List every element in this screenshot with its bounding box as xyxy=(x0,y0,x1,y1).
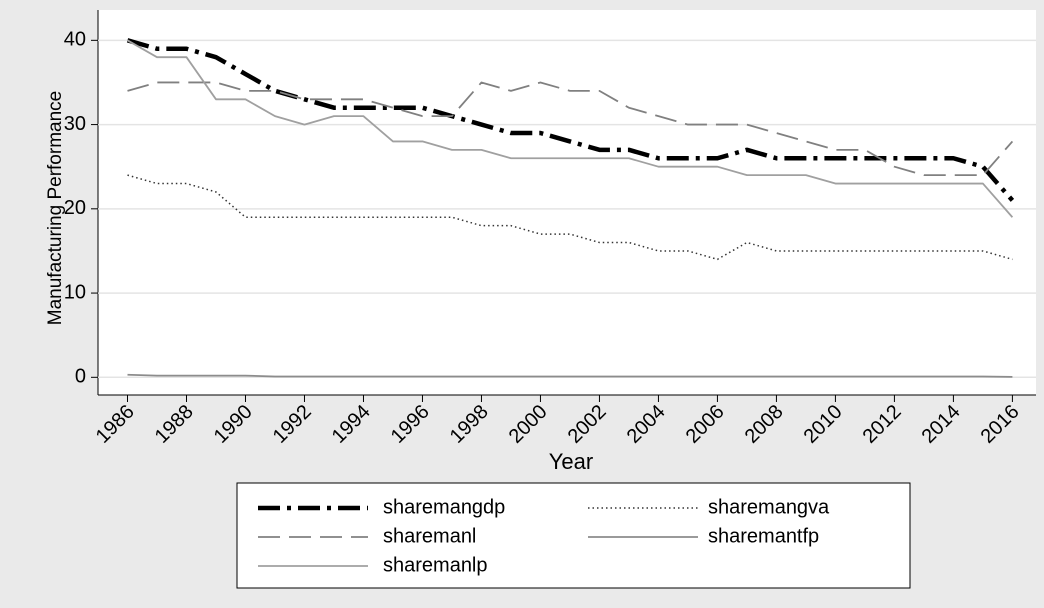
legend xyxy=(236,482,911,589)
legend-label: sharemanl xyxy=(383,525,476,547)
plot-area xyxy=(98,10,1036,395)
series-line xyxy=(127,174,1013,261)
series-line xyxy=(127,81,1014,177)
series-line xyxy=(127,39,1014,218)
legend-label: sharemangva xyxy=(708,496,830,518)
y-axis-label: Manufacturing Performance xyxy=(45,91,66,325)
series-line xyxy=(127,373,1013,378)
legend-label: sharemantfp xyxy=(708,525,819,547)
legend-label: sharemanlp xyxy=(383,554,488,576)
y-tick-label: 30 xyxy=(64,113,86,135)
y-tick-label: 40 xyxy=(64,29,86,51)
y-tick-label: 0 xyxy=(75,366,86,388)
x-axis-label: Year xyxy=(549,449,593,474)
legend-label: sharemangdp xyxy=(383,496,505,518)
series-line xyxy=(126,38,1015,202)
y-tick-label: 20 xyxy=(64,197,86,219)
y-tick-label: 10 xyxy=(64,281,86,303)
